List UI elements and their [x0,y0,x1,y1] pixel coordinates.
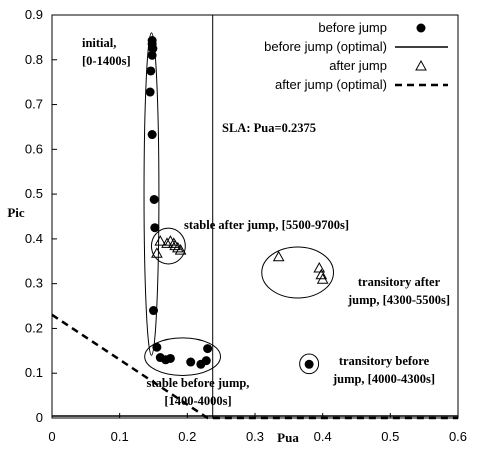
x-tick-label: 0.2 [178,429,196,444]
legend-label: before jump (optimal) [264,39,387,54]
region-label: transitory after [358,275,441,289]
before-jump-point [152,342,162,352]
region-label: jump, [4300-5500s] [347,293,450,307]
y-tick-label: 0.2 [25,320,43,335]
before-jump-point [203,344,213,354]
y-tick-label: 0.8 [25,52,43,67]
x-tick-label: 0.4 [314,429,332,444]
x-tick-label: 0 [48,429,55,444]
after-jump-point [172,241,184,253]
region-ellipse [299,353,320,375]
y-tick-label: 0.3 [25,276,43,291]
legend-label: before jump [318,20,387,35]
before-jump-point [201,356,211,366]
region-label: stable before jump, [147,376,250,390]
before-jump-point [150,223,160,233]
region-ellipse [261,246,334,299]
after-jump-point [315,268,328,280]
x-tick-label: 0.1 [111,429,129,444]
x-tick-label: 0.6 [449,429,467,444]
y-tick-label: 0.9 [25,7,43,22]
y-axis-label: Pic [7,205,25,220]
before-jump-point [149,306,158,316]
before-jump-point [146,66,156,76]
y-tick-label: 0.5 [25,186,43,201]
after-jump-point [154,235,167,246]
before-jump-point [304,359,314,369]
region-label: initial, [82,36,116,50]
after-jump-point [313,261,326,273]
region-label: jump, [4000-4300s] [332,372,435,386]
before-jump-point [165,353,175,363]
after-jump-point [169,239,182,251]
optimal-line-after [51,313,458,420]
y-tick-label: 0 [36,410,43,425]
y-tick-label: 0.6 [25,141,43,156]
legend-label: after jump [329,58,387,73]
y-tick-label: 0.1 [25,365,43,380]
region-ellipse [143,32,160,356]
legend-marker-triangle [415,59,427,71]
y-tick-label: 0.4 [25,231,43,246]
after-jump-point [316,273,329,284]
after-jump-point [151,247,163,258]
legend-marker-circle [416,23,426,33]
before-jump-point [145,87,155,97]
after-jump-point [174,244,187,255]
before-jump-point [148,44,158,54]
region-ellipse [150,227,186,265]
sla-label: SLA: Pua=0.2375 [222,121,316,135]
after-jump-point [272,250,285,262]
region-label: [1400-4000s] [164,394,231,408]
legend-label: after jump (optimal) [275,77,387,92]
after-jump-point [161,237,173,248]
region-label: [0-1400s] [82,54,131,68]
before-jump-point [186,357,196,367]
x-axis-label: Pua [277,430,299,445]
y-tick-label: 0.7 [25,97,43,112]
before-jump-point [149,194,159,204]
region-label: stable after jump, [5500-9700s] [184,218,349,232]
before-jump-point [147,50,157,60]
region-ellipse [144,337,221,376]
x-tick-label: 0.5 [381,429,399,444]
x-tick-label: 0.3 [246,429,264,444]
region-label: transitory before [339,354,430,368]
before-jump-point [147,130,157,140]
